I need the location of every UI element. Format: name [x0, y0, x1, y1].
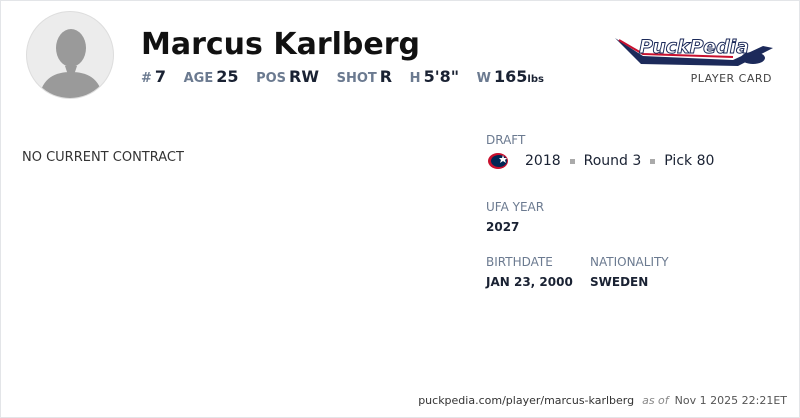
player-stats: #7 AGE 25 POS RW SHOT R H 5'8" W 165lbs: [141, 67, 544, 86]
separator: [569, 158, 575, 164]
player-avatar: [26, 11, 114, 99]
age-value: 25: [216, 67, 239, 86]
player-name: Marcus Karlberg: [141, 27, 420, 62]
age-label: AGE: [183, 71, 214, 86]
birthdate-value: JAN 23, 2000: [486, 275, 573, 289]
player-url[interactable]: puckpedia.com/player/marcus-karlberg: [418, 394, 635, 407]
footer: puckpedia.com/player/marcus-karlberg as o…: [418, 394, 787, 407]
svg-text:PuckPedia: PuckPedia: [639, 36, 749, 58]
draft-round: Round 3: [583, 153, 642, 169]
nationality-value: SWEDEN: [590, 275, 649, 289]
number-label: #: [141, 71, 152, 86]
height-value: 5'8": [423, 67, 460, 86]
as-of-label: as of: [642, 394, 669, 407]
draft-pick: Pick 80: [664, 153, 715, 169]
puckpedia-logo: PuckPedia: [615, 36, 773, 66]
pos-value: RW: [289, 67, 320, 86]
ufa-year-value: 2027: [486, 220, 520, 234]
pos-label: POS: [256, 71, 287, 86]
shot-label: SHOT: [336, 71, 377, 86]
number-value: 7: [154, 67, 167, 86]
weight-label: W: [476, 71, 491, 86]
draft-label: DRAFT: [486, 133, 526, 147]
draft-info: 2018 Round 3 Pick 80: [487, 152, 714, 170]
nationality-label: NATIONALITY: [590, 255, 669, 269]
shot-value: R: [379, 67, 393, 86]
player-card-label: PLAYER CARD: [690, 72, 772, 85]
ufa-year-label: UFA YEAR: [486, 200, 545, 214]
as-of-date: Nov 1 2025 22:21ET: [674, 394, 787, 407]
weight-unit: lbs: [527, 74, 544, 85]
weight-value: 165: [493, 67, 528, 86]
birthdate-label: BIRTHDATE: [486, 255, 553, 269]
person-silhouette-icon: [39, 29, 103, 98]
height-label: H: [409, 71, 421, 86]
draft-year: 2018: [525, 153, 561, 169]
contract-status: NO CURRENT CONTRACT: [22, 150, 184, 165]
separator: [650, 158, 656, 164]
team-logo-icon: [488, 153, 508, 169]
